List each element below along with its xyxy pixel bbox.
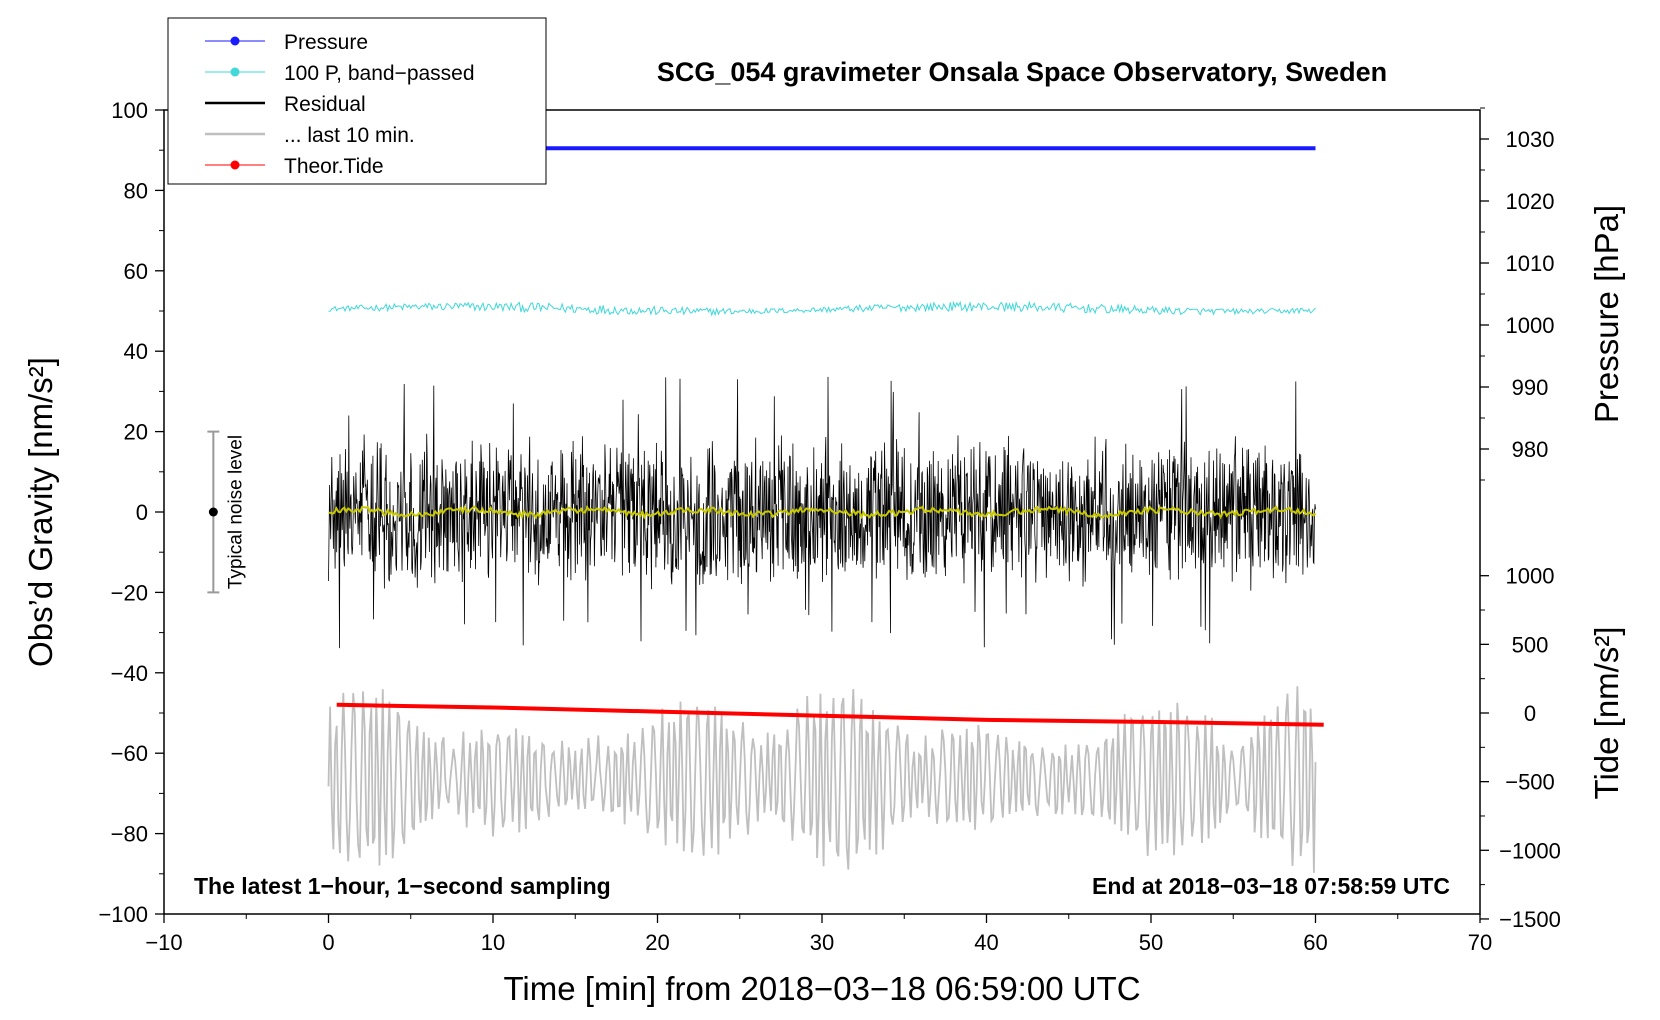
y-tick-label: 40	[124, 339, 148, 364]
x-tick-label: −10	[145, 930, 182, 955]
pressure-tick-label: 1010	[1506, 251, 1555, 276]
annotation-left: The latest 1−hour, 1−second sampling	[194, 873, 611, 899]
x-tick-label: 20	[645, 930, 669, 955]
noise-indicator: Typical noise level	[207, 430, 246, 594]
series-theor-tide	[336, 702, 1324, 727]
legend-marker	[230, 160, 240, 170]
pressure-tick-label: 1020	[1506, 189, 1555, 214]
x-tick-label: 50	[1139, 930, 1163, 955]
y-tick-label: −60	[111, 741, 148, 766]
y-tick-label: −100	[98, 902, 148, 927]
legend-label: 100 P, band−passed	[284, 62, 475, 85]
tide-axis-title: Tide [nm/s²]	[1588, 627, 1625, 800]
pressure-axis-ticks: 980 990 1000 1010 1020 1030	[1480, 107, 1555, 481]
series-residual	[328, 376, 1316, 649]
tide-tick-label: −500	[1505, 770, 1555, 795]
pressure-tick-label: 990	[1512, 375, 1549, 400]
y-tick-label: −40	[111, 661, 148, 686]
pressure-axis-title: Pressure [hPa]	[1588, 205, 1625, 423]
x-axis-title: Time [min] from 2018−03−18 06:59:00 UTC	[503, 970, 1140, 1007]
tide-axis-ticks: −1500 −1000 −500 0 500 1000	[1480, 564, 1561, 932]
noise-label: Typical noise level	[225, 435, 246, 589]
legend-label: Residual	[284, 93, 366, 116]
y-tick-label: 0	[136, 500, 148, 525]
pressure-tick-label: 1000	[1506, 313, 1555, 338]
noise-center-dot	[208, 507, 218, 517]
x-axis-ticks: −10 0 10 20 30 40 50 60 70	[145, 914, 1492, 955]
series-last-10-min	[327, 686, 1317, 873]
tide-tick-label: −1500	[1499, 907, 1561, 932]
x-tick-label: 40	[974, 930, 998, 955]
pressure-tick-label: 1030	[1506, 127, 1555, 152]
x-tick-label: 0	[322, 930, 334, 955]
legend-box	[167, 17, 547, 185]
legend: Pressure 100 P, band−passed Residual ... la…	[167, 17, 547, 185]
x-tick-label: 70	[1468, 930, 1492, 955]
legend-marker	[230, 67, 240, 77]
y-tick-label: −20	[111, 580, 148, 605]
tide-tick-label: 0	[1524, 701, 1536, 726]
tide-tick-label: 500	[1512, 632, 1549, 657]
series-group	[327, 146, 1324, 873]
legend-label: Pressure	[284, 31, 368, 54]
chart-title: SCG_054 gravimeter Onsala Space Observat…	[657, 57, 1387, 87]
y-tick-label: 80	[124, 178, 148, 203]
y-tick-label: 60	[124, 259, 148, 284]
y-tick-label: 100	[111, 98, 148, 123]
y-axis-ticks: −100 −80 −60 −40 −20 0 20 40 60 80 100	[98, 98, 164, 927]
x-tick-label: 30	[810, 930, 834, 955]
legend-label: ... last 10 min.	[284, 124, 415, 147]
y-tick-label: 20	[124, 420, 148, 445]
annotation-right: End at 2018−03−18 07:58:59 UTC	[1092, 873, 1450, 899]
pressure-tick-label: 980	[1512, 437, 1549, 462]
x-tick-label: 10	[481, 930, 505, 955]
series-band-passed-pressure	[328, 300, 1316, 317]
x-tick-label: 60	[1303, 930, 1327, 955]
y-tick-label: −80	[111, 822, 148, 847]
legend-marker	[230, 36, 240, 46]
legend-label: Theor.Tide	[284, 155, 384, 178]
series-residual-smoothed	[328, 504, 1317, 520]
tide-tick-label: −1000	[1499, 838, 1561, 863]
tide-tick-label: 1000	[1506, 564, 1555, 589]
y-axis-title: Obs’d Gravity [nm/s²]	[22, 357, 59, 667]
